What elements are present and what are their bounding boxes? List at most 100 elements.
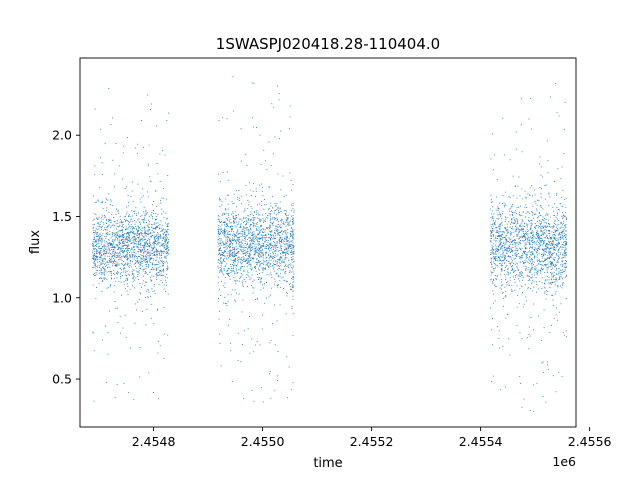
data-point xyxy=(268,207,270,209)
data-point xyxy=(157,226,158,227)
data-point xyxy=(271,277,273,279)
data-point xyxy=(114,233,116,235)
data-point xyxy=(106,218,108,220)
data-point xyxy=(161,244,163,246)
data-point xyxy=(104,143,106,145)
data-point xyxy=(154,240,156,242)
data-point xyxy=(151,262,153,264)
data-point xyxy=(119,236,121,238)
data-point xyxy=(161,275,163,277)
data-point xyxy=(268,257,270,259)
data-point xyxy=(273,241,275,242)
data-point xyxy=(531,222,533,224)
data-point xyxy=(103,250,105,252)
data-point xyxy=(102,260,104,262)
data-point xyxy=(529,269,531,271)
data-point xyxy=(133,212,135,214)
data-point xyxy=(269,253,271,255)
data-point xyxy=(276,241,278,243)
data-point xyxy=(260,246,262,248)
data-point xyxy=(159,345,161,347)
data-point xyxy=(122,225,124,227)
data-point xyxy=(494,275,496,277)
data-point xyxy=(163,306,165,308)
data-point xyxy=(247,249,249,251)
data-point xyxy=(556,206,558,208)
data-point xyxy=(109,260,111,262)
data-point xyxy=(539,213,540,215)
data-point xyxy=(504,270,505,271)
data-point xyxy=(155,255,157,257)
data-point xyxy=(498,249,500,251)
data-point xyxy=(112,232,114,234)
data-point xyxy=(134,322,136,324)
data-point xyxy=(561,212,563,213)
data-point xyxy=(549,252,551,253)
data-point xyxy=(129,261,131,262)
data-point xyxy=(152,204,153,206)
data-point xyxy=(111,261,113,263)
data-point xyxy=(262,245,264,247)
data-point xyxy=(505,219,507,221)
data-point xyxy=(93,234,95,236)
data-point xyxy=(232,243,234,244)
data-point xyxy=(275,205,277,207)
data-point xyxy=(101,247,103,249)
data-point xyxy=(495,278,497,280)
data-point xyxy=(119,165,120,167)
data-point xyxy=(516,267,518,269)
data-point xyxy=(162,252,164,254)
data-point xyxy=(159,274,160,276)
data-point xyxy=(492,216,494,218)
data-point xyxy=(95,265,97,267)
data-point xyxy=(149,228,151,230)
data-point xyxy=(116,277,118,279)
data-point xyxy=(223,251,225,253)
data-point xyxy=(287,245,289,247)
data-point xyxy=(144,255,146,257)
data-point xyxy=(95,245,97,247)
data-point xyxy=(547,172,549,174)
data-point xyxy=(94,224,96,226)
data-point xyxy=(509,214,511,216)
data-point xyxy=(117,253,119,255)
data-point xyxy=(269,224,271,226)
data-point xyxy=(106,264,107,266)
data-point xyxy=(564,252,566,254)
data-point xyxy=(224,268,226,270)
data-point xyxy=(144,234,146,236)
data-point xyxy=(118,259,120,261)
data-point xyxy=(228,252,230,254)
data-point xyxy=(145,250,147,252)
data-point xyxy=(102,253,104,255)
data-point xyxy=(237,251,239,253)
data-point xyxy=(151,247,153,249)
data-point xyxy=(526,254,528,256)
data-point xyxy=(563,255,565,257)
data-point xyxy=(534,249,536,251)
data-point xyxy=(104,271,105,273)
data-point xyxy=(262,232,264,234)
data-point xyxy=(494,263,496,265)
data-point xyxy=(511,205,513,207)
data-point xyxy=(238,251,240,253)
data-point xyxy=(167,175,169,176)
data-point xyxy=(136,215,138,217)
data-point xyxy=(155,240,157,242)
data-point xyxy=(276,249,278,251)
data-point xyxy=(272,260,274,262)
data-point xyxy=(163,233,164,235)
data-point xyxy=(500,213,501,215)
data-point xyxy=(237,332,239,334)
data-point xyxy=(95,298,97,300)
data-point xyxy=(518,274,520,276)
data-point xyxy=(239,233,241,235)
data-point xyxy=(93,230,95,231)
data-point xyxy=(248,256,250,257)
data-point xyxy=(234,259,236,260)
data-point xyxy=(558,258,559,260)
data-point xyxy=(560,272,562,274)
data-point xyxy=(229,250,231,252)
data-point xyxy=(514,222,516,224)
data-point xyxy=(262,239,264,241)
